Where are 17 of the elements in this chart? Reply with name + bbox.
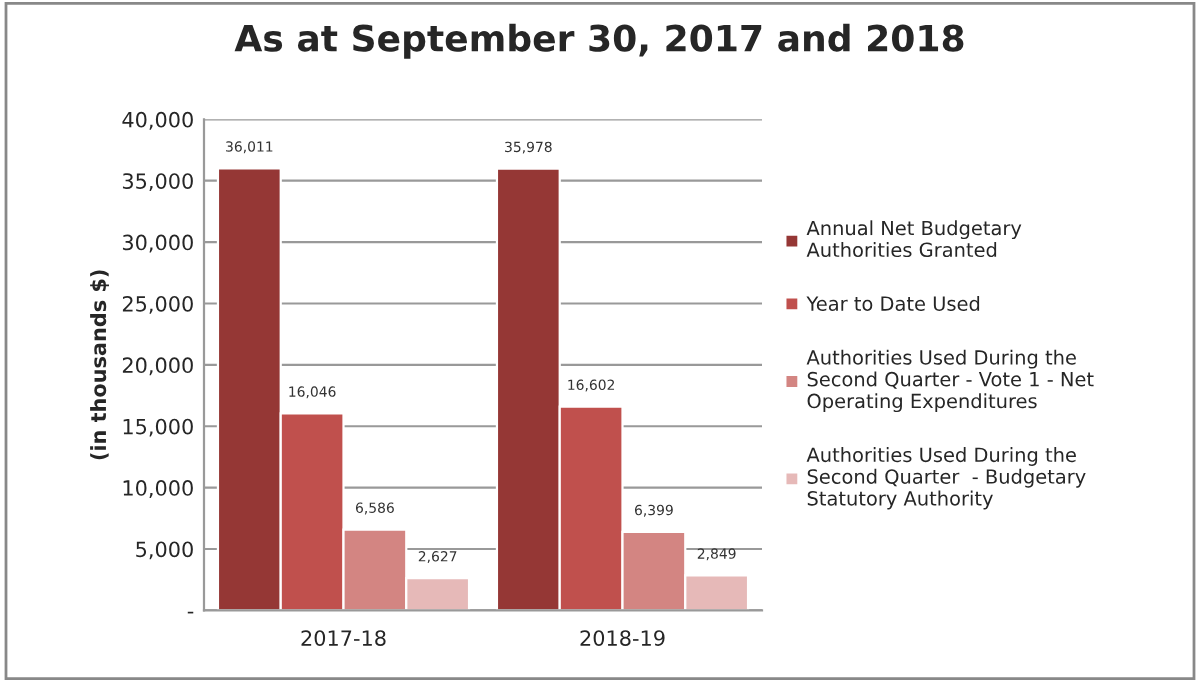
y-axis-title: (in thousands $): [90, 270, 109, 460]
y-tick-label: 30,000: [122, 234, 193, 253]
x-tick-label: 2017-18: [301, 630, 386, 646]
y-tick-label: 5,000: [136, 541, 193, 560]
y-tick-label: 25,000: [122, 295, 193, 314]
y-tick-label: 35,000: [122, 173, 193, 192]
legend-label: Year to Date Used: [806, 295, 980, 311]
legend-label: Authorities Used During the Second Quarter - Vote 1 - Net Operating Expenditures: [806, 349, 1094, 413]
y-tick-label: 20,000: [122, 357, 193, 376]
y-tick-label: -: [187, 611, 194, 614]
x-tick-label: 2018-19: [580, 630, 665, 646]
y-tick-label: 40,000: [122, 111, 193, 130]
chart-title: As at September 30, 2017 and 2018: [234, 23, 964, 59]
y-tick-label: 15,000: [123, 418, 193, 437]
legend-label: Annual Net Budgetary Authorities Granted: [806, 220, 1022, 258]
legend-label: Authorities Used During the Second Quarter - Budgetary Statutory Authority: [806, 447, 1086, 510]
y-tick-label: 10,000: [123, 480, 193, 498]
